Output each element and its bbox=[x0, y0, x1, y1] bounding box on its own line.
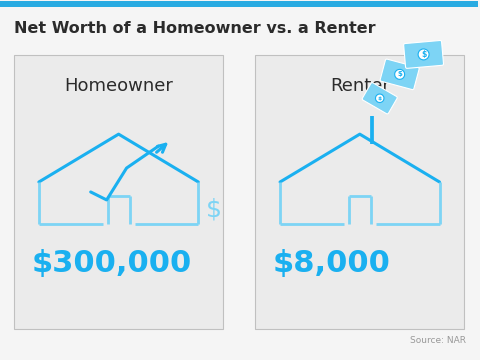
FancyBboxPatch shape bbox=[255, 55, 465, 329]
Bar bbox=[0, 1, 479, 6]
Text: $: $ bbox=[206, 198, 222, 222]
Circle shape bbox=[375, 94, 384, 103]
Text: $: $ bbox=[397, 71, 402, 77]
FancyBboxPatch shape bbox=[14, 55, 223, 329]
Text: $: $ bbox=[421, 50, 426, 59]
Circle shape bbox=[395, 69, 405, 79]
Text: $: $ bbox=[378, 96, 382, 101]
FancyBboxPatch shape bbox=[404, 40, 444, 68]
Text: Homeowner: Homeowner bbox=[64, 77, 173, 95]
Text: $300,000: $300,000 bbox=[32, 249, 192, 278]
FancyBboxPatch shape bbox=[362, 82, 397, 114]
FancyBboxPatch shape bbox=[380, 59, 419, 90]
Text: Net Worth of a Homeowner vs. a Renter: Net Worth of a Homeowner vs. a Renter bbox=[14, 21, 375, 36]
Text: Source: NAR: Source: NAR bbox=[410, 337, 467, 346]
Circle shape bbox=[418, 49, 429, 60]
Text: Renter: Renter bbox=[330, 77, 390, 95]
Text: $8,000: $8,000 bbox=[273, 249, 391, 278]
